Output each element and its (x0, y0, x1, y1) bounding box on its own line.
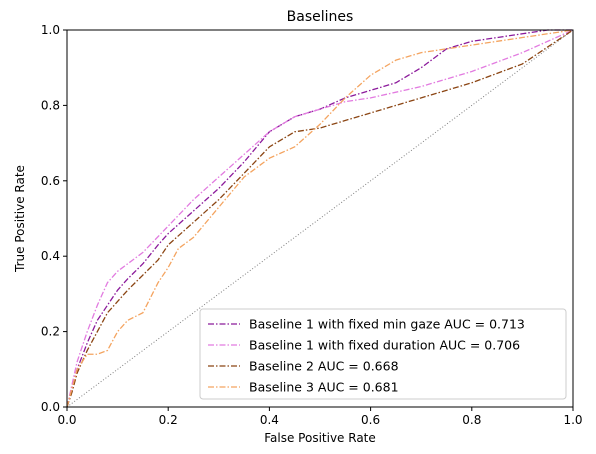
x-tick-label: 0.8 (462, 413, 481, 427)
plot-frame (66, 29, 574, 408)
roc-curve-series-4 (66, 29, 574, 408)
legend-label-4: Baseline 3 AUC = 0.681 (249, 380, 399, 395)
x-tick-label: 0.0 (57, 413, 76, 427)
legend-label-3: Baseline 2 AUC = 0.668 (249, 359, 399, 374)
y-tick-label: 0.6 (41, 174, 60, 188)
x-tick-label: 0.2 (159, 413, 178, 427)
roc-curve-series-3 (66, 29, 574, 408)
y-axis-label: True Positive Rate (13, 165, 27, 273)
chart-title: Baselines (287, 9, 354, 25)
legend-label-1: Baseline 1 with fixed min gaze AUC = 0.7… (249, 317, 525, 332)
roc-curve-series-2 (66, 29, 574, 408)
legend-label-2: Baseline 1 with fixed duration AUC = 0.7… (249, 338, 520, 353)
x-axis-label: False Positive Rate (264, 431, 376, 445)
x-tick-label: 0.6 (361, 413, 380, 427)
y-tick-label: 1.0 (41, 23, 60, 37)
y-tick-label: 0.8 (41, 98, 60, 112)
legend: Baseline 1 with fixed min gaze AUC = 0.7… (199, 308, 567, 400)
y-tick-label: 0.4 (41, 249, 60, 263)
x-tick-label: 1.0 (563, 413, 582, 427)
legend-box (199, 308, 567, 400)
diagonal-reference-line (66, 29, 574, 408)
y-tick-label: 0.2 (41, 325, 60, 339)
y-tick-label: 0.0 (41, 400, 60, 414)
x-tick-label: 0.4 (260, 413, 279, 427)
